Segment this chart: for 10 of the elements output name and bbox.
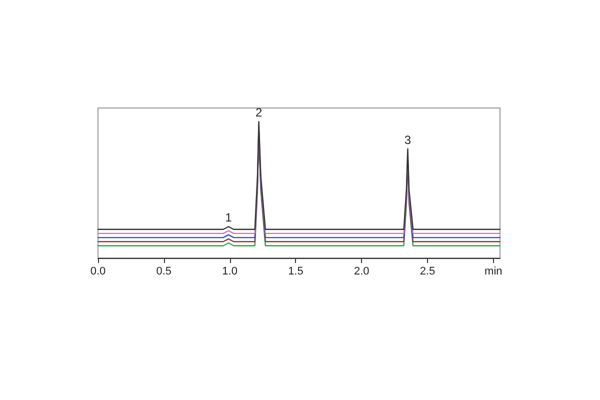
x-tick-label: min — [484, 266, 502, 278]
x-tick-label: 0.0 — [90, 266, 106, 278]
x-tick-label: 1.0 — [222, 266, 238, 278]
x-tick-label: 2.0 — [354, 266, 370, 278]
x-tick-label: 2.5 — [420, 266, 436, 278]
annotation: 1 — [225, 210, 232, 225]
annotation: 2 — [255, 106, 262, 120]
x-tick-label: 1.5 — [288, 266, 304, 278]
x-tick-label: 0.5 — [156, 266, 172, 278]
annotation: 3 — [404, 132, 412, 147]
